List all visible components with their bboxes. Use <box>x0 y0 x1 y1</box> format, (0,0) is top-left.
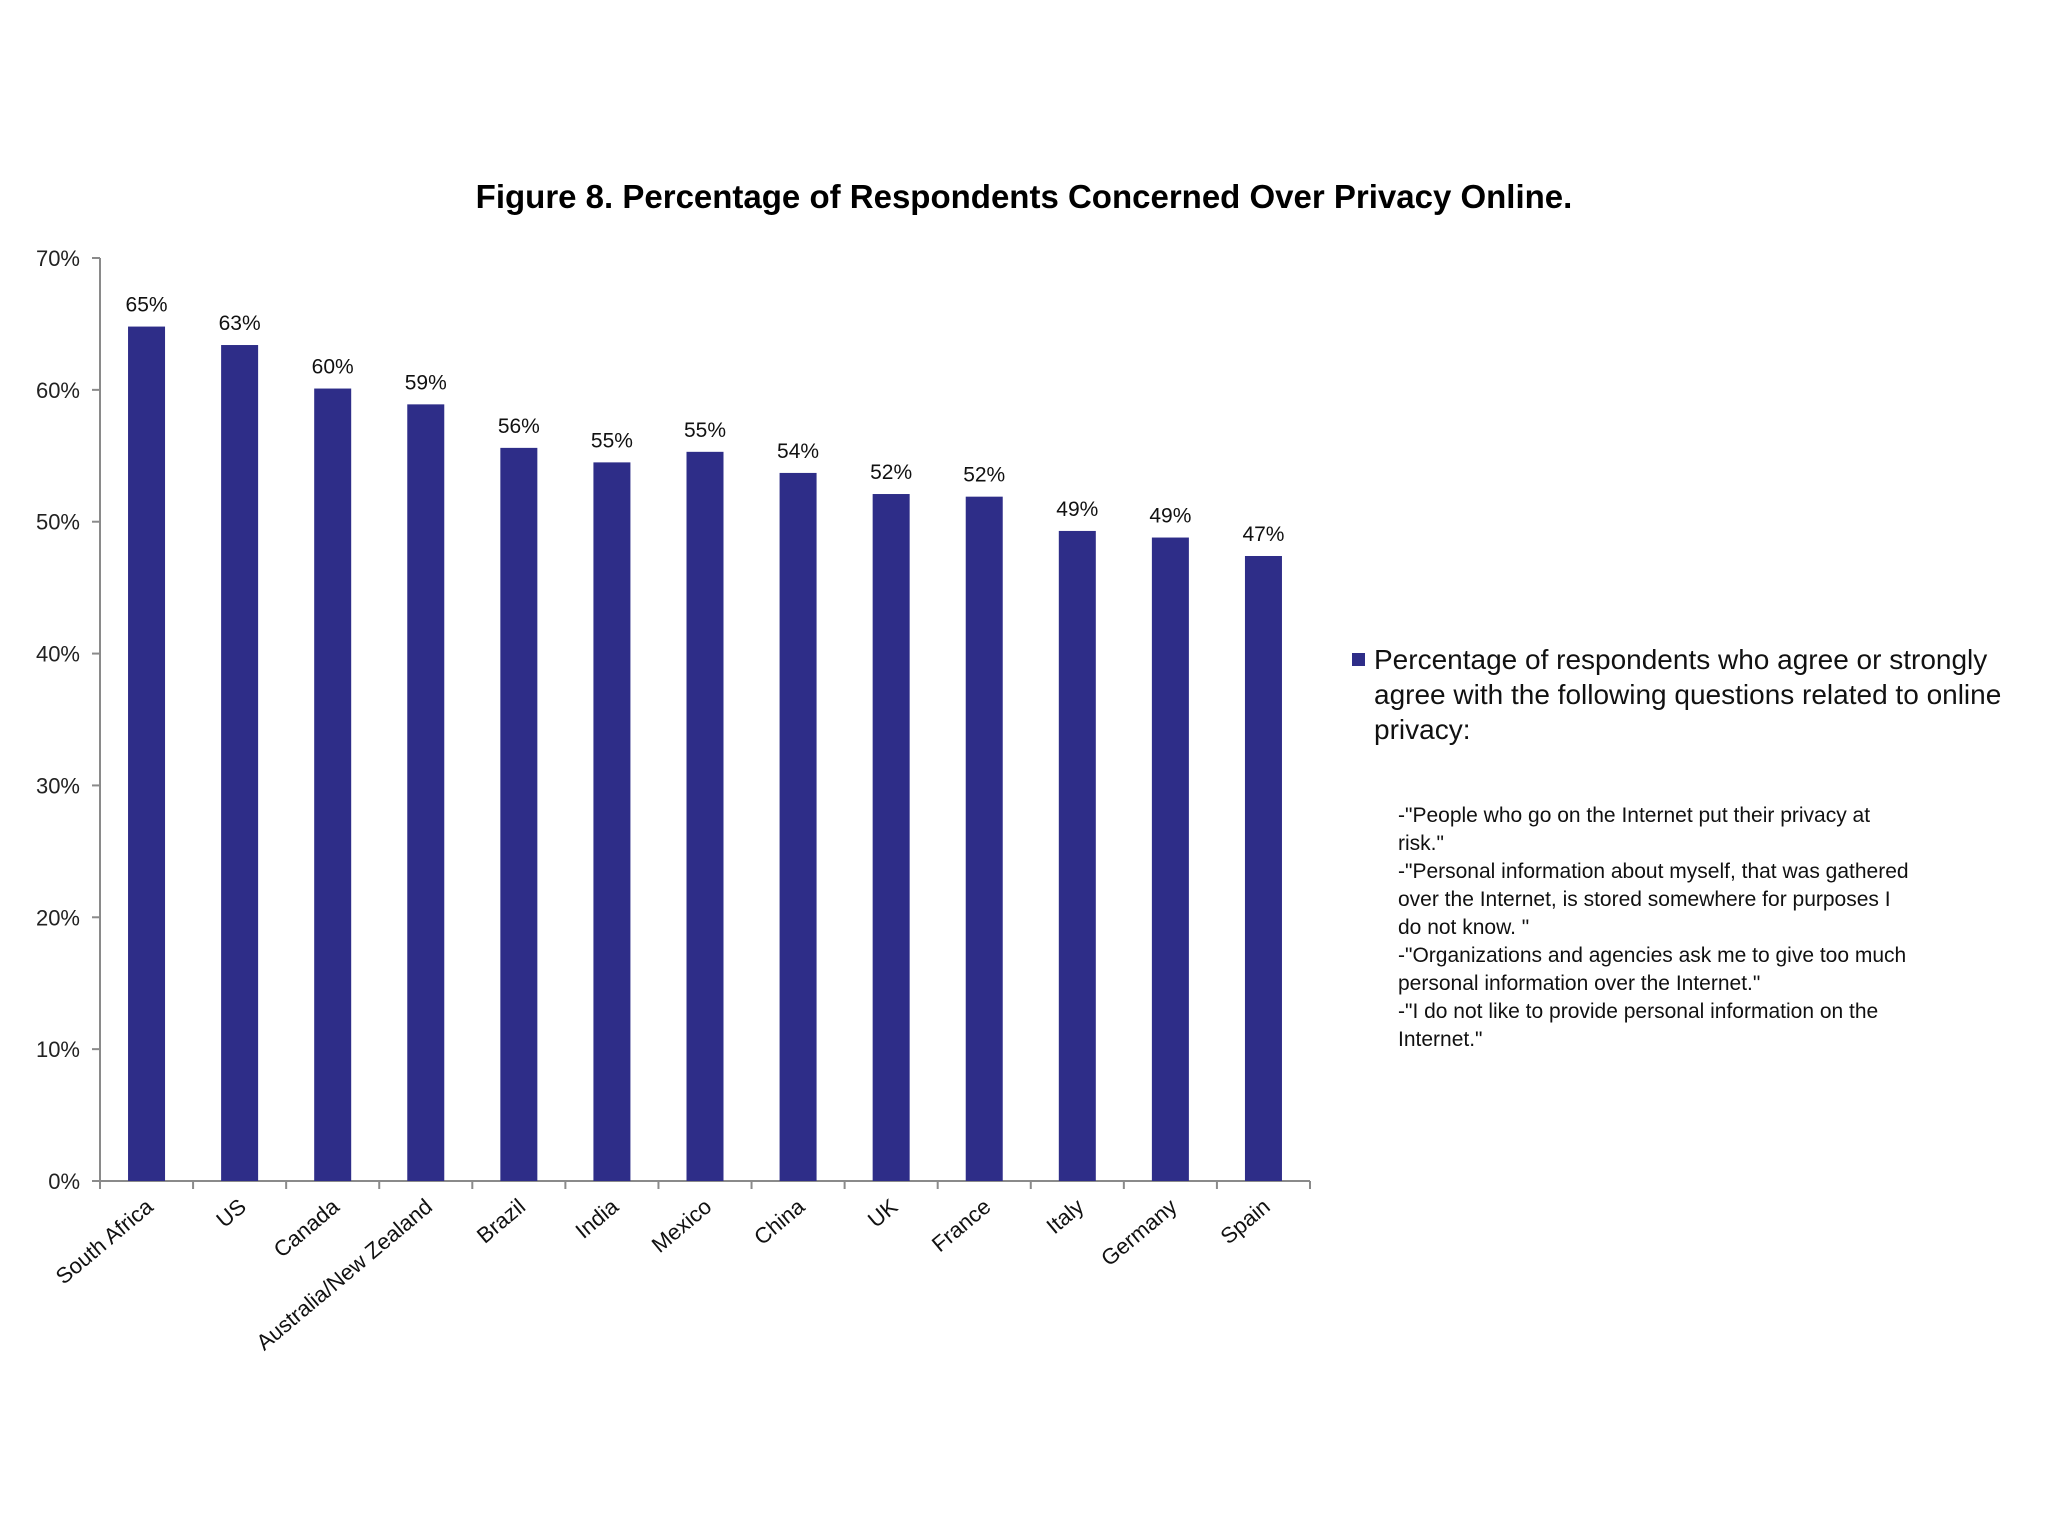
y-tick-label: 40% <box>36 642 80 667</box>
bar <box>1244 555 1282 1181</box>
data-label: 47% <box>1242 523 1284 546</box>
bar <box>500 447 538 1182</box>
data-label: 59% <box>405 371 447 394</box>
chart-bars <box>128 326 1282 1182</box>
bar <box>128 326 166 1182</box>
x-tick-label: Canada <box>269 1193 345 1262</box>
bar <box>1058 530 1096 1181</box>
x-tick-label: France <box>927 1194 996 1257</box>
y-tick-label: 60% <box>36 378 80 403</box>
data-label: 60% <box>312 356 354 379</box>
x-tick-label: Brazil <box>472 1194 530 1249</box>
bar <box>686 451 724 1182</box>
data-label: 56% <box>498 415 540 438</box>
data-label: 49% <box>1149 505 1191 528</box>
legend-note-line: -"I do not like to provide personal info… <box>1398 1000 1879 1023</box>
x-tick-label: Spain <box>1215 1194 1274 1249</box>
x-tick-label: US <box>211 1194 250 1233</box>
x-tick-label: Germany <box>1096 1194 1181 1271</box>
bar <box>593 462 631 1182</box>
data-label: 49% <box>1056 498 1098 521</box>
bar <box>779 472 817 1182</box>
data-label: 55% <box>591 429 633 452</box>
legend: Percentage of respondents who agree or s… <box>1352 642 2032 747</box>
x-tick-label: Italy <box>1042 1194 1089 1239</box>
x-tick-label: Australia/New Zealand <box>251 1194 437 1355</box>
y-tick-label: 10% <box>36 1037 80 1062</box>
legend-note-line: do not know. " <box>1398 916 1530 939</box>
legend-note-line: Internet." <box>1398 1028 1483 1051</box>
data-label: 55% <box>684 419 726 442</box>
legend-note-line: personal information over the Internet." <box>1398 972 1761 995</box>
y-tick-label: 70% <box>36 246 80 271</box>
y-tick-label: 50% <box>36 510 80 535</box>
legend-note-line: -"Organizations and agencies ask me to g… <box>1398 944 1907 967</box>
data-label: 65% <box>126 294 168 317</box>
bar <box>1151 537 1189 1181</box>
data-label: 52% <box>963 464 1005 487</box>
x-tick-label: China <box>749 1193 810 1250</box>
legend-note-line: -"Personal information about myself, tha… <box>1398 860 1909 883</box>
chart-title: Figure 8. Percentage of Respondents Conc… <box>475 178 1573 215</box>
y-tick-labels: 0% 10% 20% 30% 40% 50% 60% 70% <box>36 246 80 1194</box>
bar <box>314 388 352 1181</box>
data-label: 52% <box>870 461 912 484</box>
bar <box>407 404 445 1181</box>
bar <box>872 494 910 1181</box>
legend-note-line: risk." <box>1398 832 1444 855</box>
data-label: 54% <box>777 440 819 463</box>
y-tick-label: 30% <box>36 773 80 798</box>
bar <box>965 496 1003 1181</box>
bar <box>221 345 259 1181</box>
legend-notes: -"People who go on the Internet put thei… <box>1398 802 1978 1054</box>
data-labels: 65% 63% 60% 59% 56% 55% 55% 54% 52% 52% 49% 49% 47% <box>126 294 1285 546</box>
x-tick-label: UK <box>863 1193 903 1232</box>
y-tick-label: 0% <box>48 1169 80 1194</box>
legend-note-line: -"People who go on the Internet put thei… <box>1398 804 1871 827</box>
y-tick-label: 20% <box>36 905 80 930</box>
x-tick-label: South Africa <box>51 1193 159 1289</box>
legend-swatch <box>1352 653 1365 666</box>
x-tick-label: India <box>571 1193 624 1243</box>
legend-note-line: over the Internet, is stored somewhere f… <box>1398 888 1891 911</box>
data-label: 63% <box>219 312 261 335</box>
x-tick-label: Mexico <box>647 1194 716 1258</box>
legend-entry-label: Percentage of respondents who agree or s… <box>1374 644 2002 745</box>
